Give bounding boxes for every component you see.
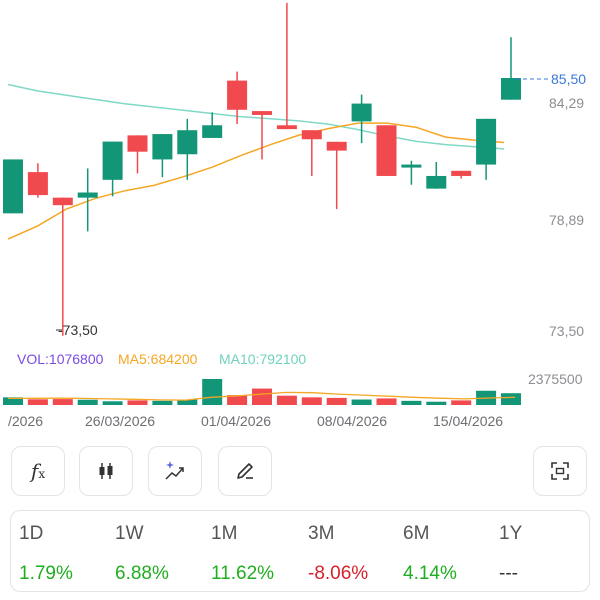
candle-body (476, 118, 497, 165)
perf-value: 1.79% (19, 563, 73, 584)
volume-bars (3, 379, 521, 405)
perf-3m[interactable]: 3M -8.06% (308, 511, 404, 591)
candle-body (3, 159, 23, 214)
volume-ma-line (7, 391, 516, 401)
volume-bar (3, 397, 23, 405)
perf-period-label: 3M (308, 523, 335, 544)
perf-value: 11.62% (211, 563, 275, 584)
volume-bar (451, 400, 472, 405)
candle-body (252, 111, 272, 115)
candle-body (326, 141, 347, 151)
perf-period-label: 1W (115, 523, 144, 544)
vol-indicator: VOL:1076800 (17, 351, 104, 367)
perf-1w[interactable]: 1W 6.88% (115, 511, 211, 591)
fx-icon: fx (30, 459, 46, 483)
y-tick-label: 73,50 (549, 323, 584, 339)
date-label: /2026 (8, 413, 43, 429)
volume-bar (202, 379, 223, 405)
ai-trend-button[interactable] (148, 446, 202, 496)
volume-bar (426, 401, 447, 405)
performance-panel: 1D 1.79% 1W 6.88% 1M 11.62% 3M -8.06% 6M… (10, 510, 590, 592)
volume-bar (376, 398, 397, 405)
volume-bar (52, 399, 73, 405)
perf-value: 6.88% (115, 563, 169, 584)
ma10-indicator: MA10:792100 (219, 351, 306, 367)
volume-bar (501, 393, 521, 405)
chart-type-button[interactable] (79, 446, 133, 496)
candlestick-series (3, 2, 521, 336)
candle-body (202, 125, 223, 138)
candle-body (152, 134, 173, 160)
date-label: 26/03/2026 (85, 413, 155, 429)
fullscreen-button[interactable] (533, 446, 587, 496)
chart-toolbar: fx (0, 446, 600, 502)
ma-teal-line (7, 83, 505, 150)
stock-chart[interactable]: 85,50 84,29 78,89 73,50 -73,50 VOL:10768… (0, 0, 600, 440)
volume-bar (27, 399, 48, 405)
candle-body (501, 78, 521, 100)
perf-period-label: 6M (403, 523, 430, 544)
y-tick-label: 84,29 (549, 95, 584, 111)
y-tick-label: 78,89 (549, 212, 584, 228)
perf-value: -8.06% (308, 563, 369, 584)
candle-body (426, 175, 447, 189)
ma5-indicator: MA5:684200 (118, 351, 198, 367)
ai-trend-icon (165, 461, 184, 480)
volume-bar (351, 399, 372, 405)
moving-average-lines (7, 83, 505, 240)
ma-orange-line (7, 122, 505, 240)
volume-bar (177, 399, 198, 405)
date-label: 01/04/2026 (201, 413, 271, 429)
volume-bar (127, 400, 148, 405)
perf-period-label: 1Y (499, 523, 523, 544)
perf-period-label: 1M (211, 523, 238, 544)
date-label: 15/04/2026 (433, 413, 503, 429)
perf-6m[interactable]: 6M 4.14% (403, 511, 499, 591)
perf-value: --- (499, 563, 518, 584)
volume-bar (301, 397, 322, 405)
candle-body (127, 135, 148, 152)
perf-1y[interactable]: 1Y --- (499, 511, 595, 591)
volume-bar (276, 395, 297, 405)
indicator-button[interactable]: fx (11, 446, 65, 496)
volume-bar (252, 388, 272, 405)
volume-bar (102, 401, 123, 405)
candle-body (351, 103, 372, 122)
candle-body (227, 80, 248, 110)
fullscreen-icon (551, 462, 569, 480)
low-marker-label: -73,50 (58, 322, 98, 338)
candle-body (177, 130, 198, 155)
volume-bar (152, 400, 173, 405)
candle-body (27, 172, 48, 196)
candle-body (451, 170, 472, 176)
volume-bar (326, 397, 347, 405)
candle-body (401, 164, 422, 168)
volume-max-label: 2375500 (528, 371, 583, 387)
candle-body (301, 130, 322, 140)
current-price-label: 85,50 (551, 71, 586, 87)
volume-bar (77, 399, 98, 405)
volume-bar (227, 395, 248, 405)
perf-period-label: 1D (19, 523, 44, 544)
perf-value: 4.14% (403, 563, 457, 584)
candle-body (102, 141, 123, 180)
date-label: 08/04/2026 (317, 413, 387, 429)
volume-bar (401, 400, 422, 405)
candle-body (276, 125, 297, 130)
perf-1d[interactable]: 1D 1.79% (19, 511, 115, 591)
pencil-icon (237, 463, 253, 479)
candlestick-icon (99, 463, 113, 479)
draw-button[interactable] (218, 446, 272, 496)
perf-1m[interactable]: 1M 11.62% (211, 511, 307, 591)
candle-body (52, 197, 73, 206)
candle-body (376, 125, 397, 176)
candle-body (77, 192, 98, 198)
